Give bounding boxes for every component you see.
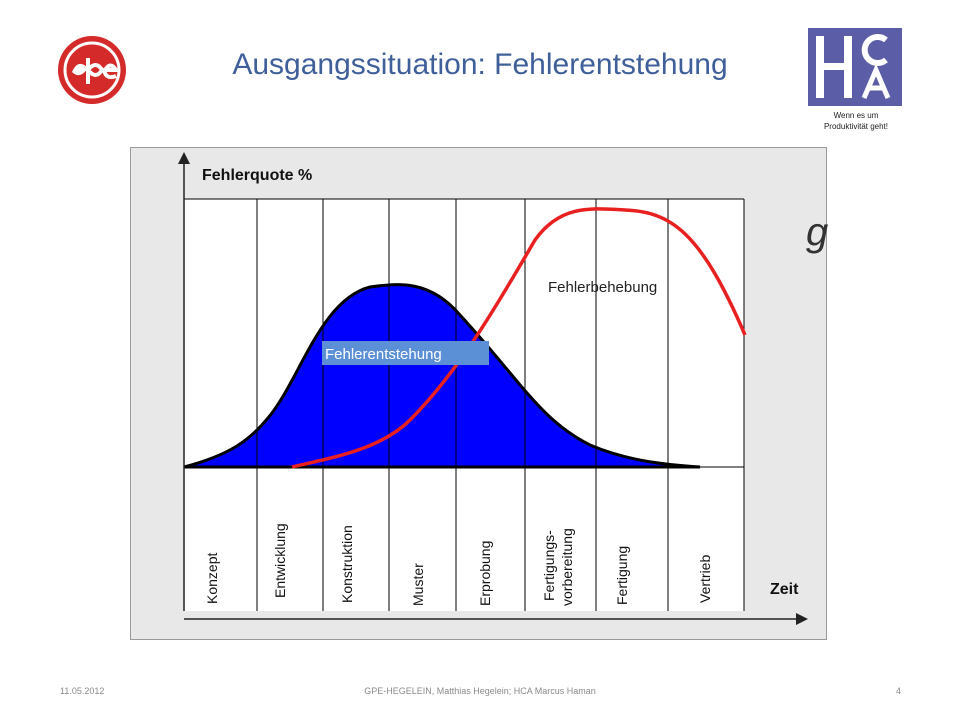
fehlerbehebung-label: Fehlerbehebung: [548, 279, 657, 296]
phase-label: Fertigung: [614, 546, 630, 605]
page-number: 4: [896, 686, 902, 696]
phase-labels: Konzept Entwicklung Konstruktion Muster …: [204, 523, 713, 606]
y-axis-label: Fehlerquote %: [202, 167, 312, 184]
fehlerentstehung-area: [183, 283, 701, 469]
stray-glyph: g: [806, 210, 829, 254]
phase-separators: [184, 198, 745, 611]
phase-label: Konstruktion: [339, 525, 355, 603]
tagline-line-2: Produktivität geht!: [823, 122, 889, 131]
page-title: Ausgangssituation: Fehlerentstehung: [232, 48, 728, 81]
phase-label: Entwicklung: [272, 523, 288, 598]
phase-label: Fertigungs-: [541, 530, 557, 601]
gpe-logo-icon: [58, 36, 126, 104]
fehlerbehebung-curve: [291, 207, 747, 469]
tagline-line-1: Wenn es um: [833, 111, 879, 120]
hca-logo-icon: [808, 28, 902, 106]
footer-credit: GPE-HEGELEIN, Matthias Hegelein; HCA Mar…: [364, 686, 596, 696]
tagline: Wenn es um Produktivität geht!: [796, 110, 916, 132]
phase-label: Muster: [410, 563, 426, 606]
fehlerentstehung-label-box: [322, 341, 489, 365]
footer-date: 11.05.2012: [60, 686, 105, 696]
phase-label: Erprobung: [477, 541, 493, 606]
phase-label: Konzept: [204, 553, 220, 604]
phase-label: Vertrieb: [697, 555, 713, 603]
phase-label: vorbereitung: [559, 528, 575, 606]
x-axis-label: Zeit: [770, 581, 799, 598]
fehlerentstehung-label: Fehlerentstehung: [325, 346, 442, 363]
